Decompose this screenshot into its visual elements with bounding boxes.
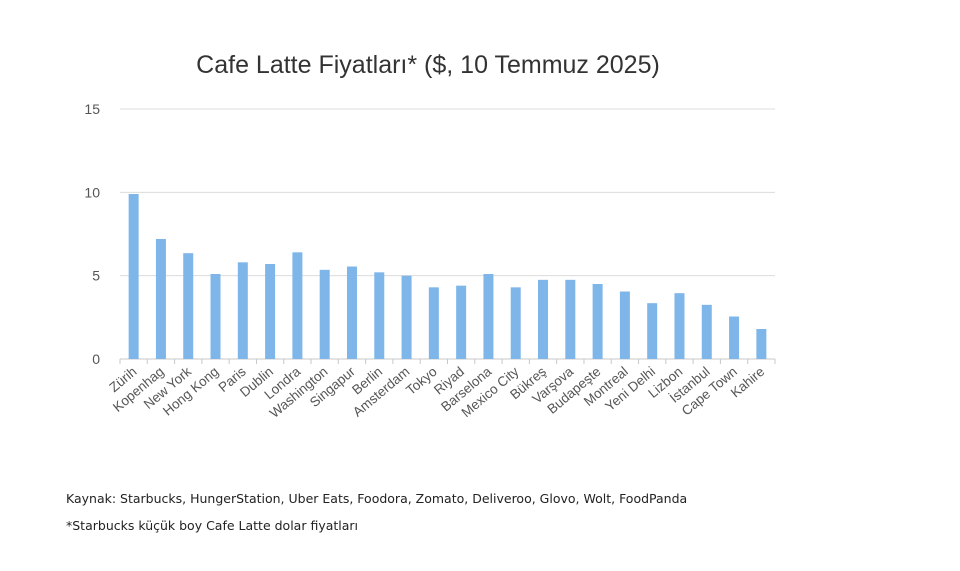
y-tick-label: 5 — [92, 268, 100, 284]
y-tick-label: 0 — [92, 351, 100, 367]
bar — [647, 303, 658, 359]
bar — [674, 293, 685, 359]
y-tick-label: 15 — [84, 101, 100, 117]
bar — [292, 252, 303, 359]
bar — [401, 275, 412, 359]
x-tick-label: Tokyo — [403, 364, 440, 398]
bar — [538, 279, 549, 359]
bar — [155, 239, 166, 359]
bar — [510, 287, 521, 359]
bar — [128, 194, 139, 359]
bar — [183, 253, 194, 359]
bar — [428, 287, 439, 359]
bar — [483, 274, 494, 359]
bar — [346, 266, 357, 359]
bar — [319, 269, 330, 359]
bar — [210, 274, 221, 359]
footnote: *Starbucks küçük boy Cafe Latte dolar fi… — [66, 518, 359, 533]
bar — [374, 272, 385, 359]
bar — [619, 291, 630, 359]
bar — [729, 316, 740, 359]
bar — [565, 279, 576, 359]
source-note: Kaynak: Starbucks, HungerStation, Uber E… — [66, 491, 688, 506]
bar — [237, 262, 248, 359]
bars — [128, 194, 767, 359]
y-tick-label: 10 — [84, 184, 100, 200]
chart-title: Cafe Latte Fiyatları* ($, 10 Temmuz 2025… — [196, 51, 660, 79]
bar — [456, 285, 467, 359]
bar — [756, 329, 767, 359]
y-axis: 0 5 10 15 — [84, 101, 100, 367]
bar — [592, 284, 603, 359]
bar — [701, 304, 712, 359]
bar — [265, 264, 276, 359]
